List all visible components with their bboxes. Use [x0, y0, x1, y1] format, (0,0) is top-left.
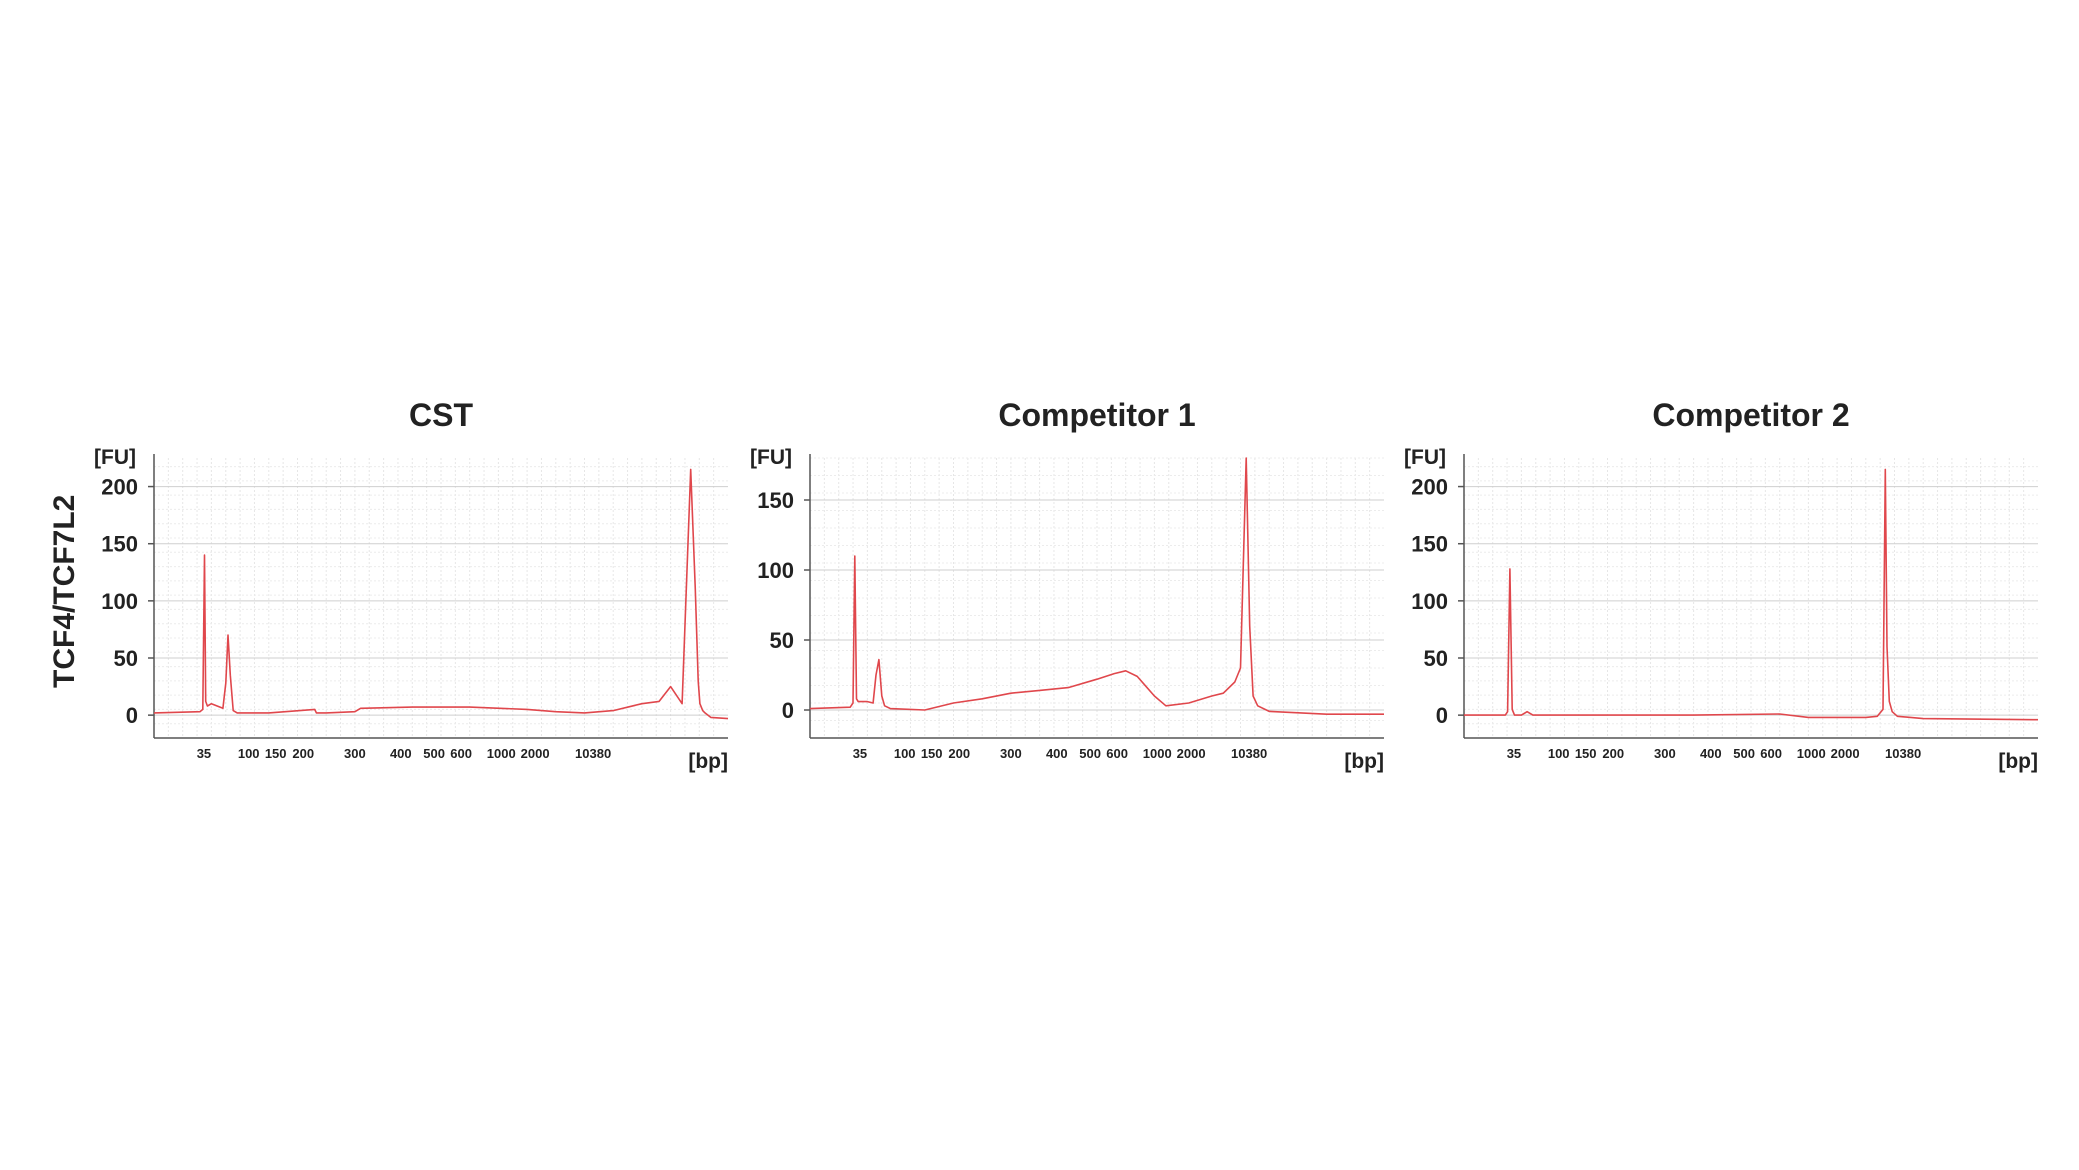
y-tick-label: 200	[101, 475, 138, 500]
x-tick-label: 500	[423, 746, 445, 761]
y-tick-label: 0	[782, 698, 794, 723]
y-axis-unit-label: [FU]	[1404, 446, 1446, 469]
y-axis-unit-label: [FU]	[94, 446, 136, 469]
x-tick-label: 10380	[575, 746, 611, 761]
electropherogram-trace	[809, 457, 1384, 716]
x-tick-label: 2000	[521, 746, 550, 761]
x-tick-label: 1000	[1797, 746, 1826, 761]
y-tick-label: 100	[1411, 589, 1448, 614]
gene-label: TCF4/TCF7L2	[48, 495, 81, 688]
x-tick-label: 600	[450, 746, 472, 761]
x-tick-label: 400	[1700, 746, 1722, 761]
y-tick-label: 100	[757, 558, 794, 583]
y-tick-label: 0	[1436, 703, 1448, 728]
x-tick-label: 150	[921, 746, 943, 761]
x-tick-label: 150	[1575, 746, 1597, 761]
x-tick-label: 150	[265, 746, 287, 761]
x-tick-label: 400	[1046, 746, 1068, 761]
chart-panel-1: CST [FU] 0 50 100 150 200 35 100 150 200 300 400 500 6…	[94, 397, 729, 773]
y-tick-label: 200	[1411, 475, 1448, 500]
x-axis-unit-label: [bp]	[1344, 750, 1384, 773]
x-tick-label: 10380	[1885, 746, 1921, 761]
electropherogram-trace	[153, 468, 729, 720]
x-tick-label: 500	[1079, 746, 1101, 761]
y-tick-label: 0	[126, 703, 138, 728]
x-tick-label: 300	[1000, 746, 1022, 761]
x-tick-label: 10380	[1231, 746, 1267, 761]
x-tick-label: 2000	[1831, 746, 1860, 761]
x-tick-label: 1000	[1143, 746, 1172, 761]
x-tick-label: 600	[1106, 746, 1128, 761]
x-tick-label: 35	[197, 746, 211, 761]
x-tick-label: 2000	[1177, 746, 1206, 761]
electropherogram-trace	[1464, 468, 2039, 721]
y-tick-label: 150	[101, 532, 138, 557]
x-tick-label: 200	[1602, 746, 1624, 761]
x-tick-label: 100	[238, 746, 260, 761]
x-tick-label: 500	[1733, 746, 1755, 761]
x-tick-label: 1000	[487, 746, 516, 761]
y-tick-label: 50	[114, 646, 138, 671]
chart-title: Competitor 1	[998, 397, 1195, 433]
x-tick-label: 300	[1654, 746, 1676, 761]
x-tick-label: 100	[894, 746, 916, 761]
chart-panel-3: Competitor 2 [FU] 0 50 100 150 200 35 100 150 200 3…	[1404, 397, 2039, 773]
x-tick-label: 600	[1760, 746, 1782, 761]
chart-panel-2: Competitor 1 [FU] 0 50 100 150 35 100 150 200 300 4…	[750, 397, 1384, 773]
y-tick-label: 150	[1411, 532, 1448, 557]
y-tick-label: 50	[770, 628, 794, 653]
x-tick-label: 400	[390, 746, 412, 761]
y-tick-label: 150	[757, 488, 794, 513]
x-tick-label: 300	[344, 746, 366, 761]
y-tick-label: 50	[1424, 646, 1448, 671]
x-axis-unit-label: [bp]	[1998, 750, 2038, 773]
chart-title: CST	[409, 397, 473, 433]
x-tick-label: 200	[292, 746, 314, 761]
y-axis-unit-label: [FU]	[750, 446, 792, 469]
chart-title: Competitor 2	[1652, 397, 1849, 433]
x-tick-label: 100	[1548, 746, 1570, 761]
y-tick-label: 100	[101, 589, 138, 614]
x-tick-label: 35	[853, 746, 867, 761]
x-axis-unit-label: [bp]	[688, 750, 728, 773]
x-tick-label: 200	[948, 746, 970, 761]
x-tick-label: 35	[1507, 746, 1521, 761]
